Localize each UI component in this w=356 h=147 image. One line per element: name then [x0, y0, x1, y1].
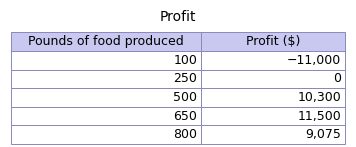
Text: 650: 650 [173, 110, 197, 123]
Bar [11, 107, 201, 125]
Bar [201, 70, 345, 88]
Bar [201, 32, 345, 51]
Text: 250: 250 [173, 72, 197, 85]
Text: 9,075: 9,075 [305, 128, 341, 141]
Text: Pounds of food produced: Pounds of food produced [28, 35, 184, 48]
Bar [201, 107, 345, 125]
Bar [201, 125, 345, 144]
Bar [11, 32, 201, 51]
Bar [201, 88, 345, 107]
Text: Profit ($): Profit ($) [246, 35, 300, 48]
Bar [11, 70, 201, 88]
Bar [11, 88, 201, 107]
Text: 100: 100 [173, 54, 197, 67]
Bar [11, 125, 201, 144]
Bar [201, 51, 345, 70]
Text: 0: 0 [333, 72, 341, 85]
Text: 11,500: 11,500 [297, 110, 341, 123]
Text: 500: 500 [173, 91, 197, 104]
Text: 800: 800 [173, 128, 197, 141]
Text: Profit: Profit [160, 10, 196, 24]
Text: −11,000: −11,000 [287, 54, 341, 67]
Bar [11, 51, 201, 70]
Text: 10,300: 10,300 [297, 91, 341, 104]
